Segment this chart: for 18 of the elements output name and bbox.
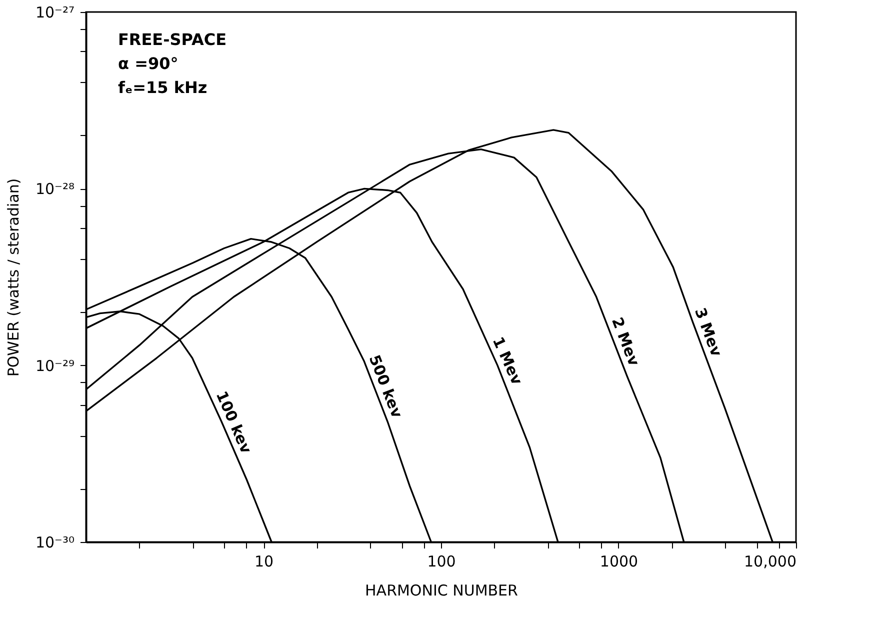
x-tick-label: 1000 <box>600 552 638 570</box>
y-tick-label: 10⁻²⁹ <box>35 356 74 375</box>
y-tick-label: 10⁻²⁸ <box>35 180 74 198</box>
x-tick-label: 10,000 <box>744 552 796 570</box>
annotation: fₑ=15 kHz <box>118 78 208 97</box>
y-tick-label: 10⁻²⁷ <box>35 4 74 22</box>
x-axis-title: HARMONIC NUMBER <box>365 582 518 600</box>
y-tick-label: 10⁻³⁰ <box>35 534 74 552</box>
text: 2 Mev <box>608 314 644 369</box>
x-tick-label: 10 <box>254 552 274 570</box>
text: 500 kev <box>365 352 406 421</box>
text: 1 Mev <box>488 334 526 388</box>
text: 100 kev <box>212 388 256 456</box>
text: 3 Mev <box>690 305 726 360</box>
x-tick-label: 100 <box>427 552 456 570</box>
annotation: FREE-SPACE <box>118 30 227 49</box>
y-axis-title: POWER (watts / steradian) <box>4 178 22 377</box>
annotation: α =90° <box>118 54 178 73</box>
